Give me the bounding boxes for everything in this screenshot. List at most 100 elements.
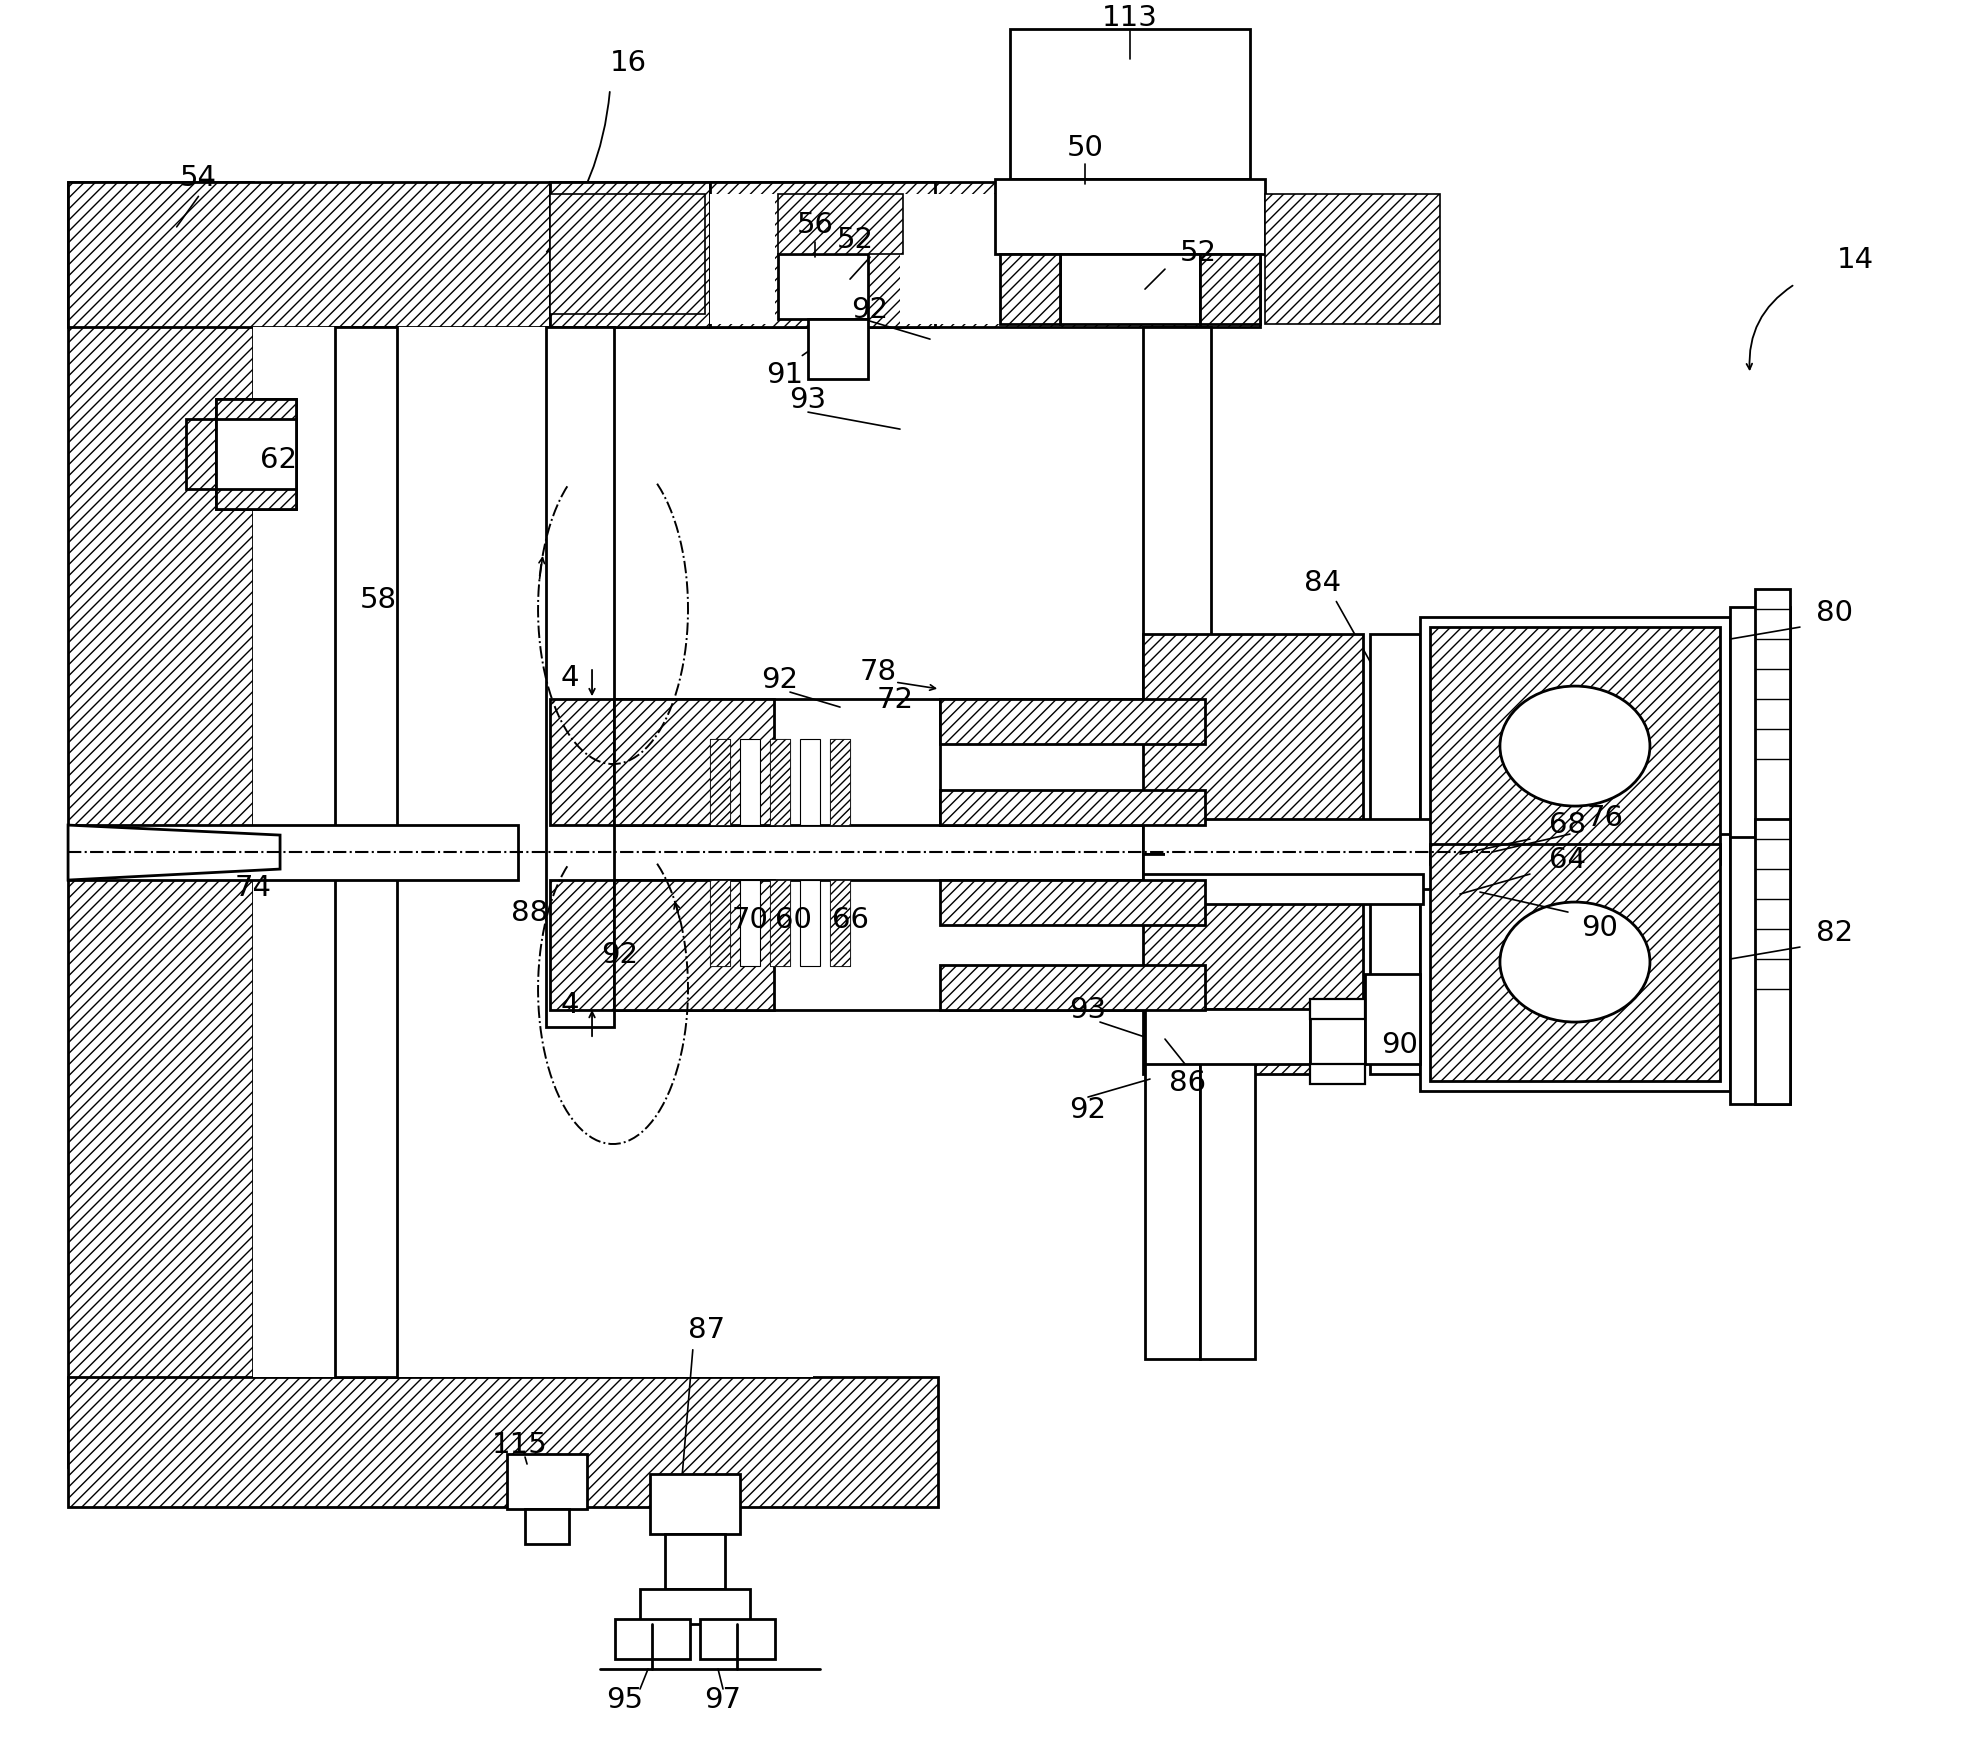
Bar <box>808 320 869 379</box>
Text: 78: 78 <box>859 657 896 685</box>
Bar <box>940 965 1206 1010</box>
Bar <box>335 329 398 1377</box>
Text: 14: 14 <box>1836 246 1873 274</box>
Text: 93: 93 <box>790 386 827 414</box>
Text: 92: 92 <box>762 666 798 694</box>
Text: 115: 115 <box>492 1430 548 1458</box>
Bar <box>1143 329 1212 837</box>
Bar <box>615 699 774 825</box>
Text: 52: 52 <box>837 225 873 253</box>
Bar <box>1730 837 1791 1105</box>
Bar <box>69 825 518 881</box>
Bar <box>1755 589 1791 874</box>
Bar <box>778 255 869 320</box>
Bar <box>770 881 790 967</box>
Bar <box>800 881 820 967</box>
Text: 60: 60 <box>774 905 812 933</box>
Bar <box>252 329 814 1377</box>
Bar <box>1265 196 1440 325</box>
Text: 93: 93 <box>1070 996 1107 1024</box>
Bar <box>1365 974 1420 1065</box>
Text: 92: 92 <box>601 940 638 968</box>
Bar <box>741 881 760 967</box>
Bar <box>1143 825 1493 881</box>
Bar <box>550 184 709 329</box>
Ellipse shape <box>1499 687 1651 806</box>
Text: 56: 56 <box>796 212 833 239</box>
Text: 84: 84 <box>1304 568 1342 596</box>
Bar <box>1143 855 1493 890</box>
Bar <box>1430 628 1720 865</box>
Bar <box>1730 608 1791 874</box>
Text: 91: 91 <box>766 360 804 388</box>
Bar <box>1143 874 1422 904</box>
Bar <box>550 881 705 1010</box>
Bar <box>709 184 936 329</box>
Text: 87: 87 <box>688 1314 725 1342</box>
Text: 62: 62 <box>260 446 297 474</box>
Text: 97: 97 <box>705 1685 741 1713</box>
Text: 64: 64 <box>1550 846 1586 874</box>
Bar <box>615 699 1139 825</box>
Bar <box>829 881 849 967</box>
Bar <box>1200 255 1261 325</box>
Bar <box>778 196 902 255</box>
Text: 90: 90 <box>1381 1031 1418 1059</box>
Bar <box>709 881 731 967</box>
Bar <box>1420 834 1730 1091</box>
Bar <box>615 881 1204 1010</box>
Bar <box>666 1535 725 1589</box>
Bar <box>709 739 731 825</box>
Text: 113: 113 <box>1101 3 1158 31</box>
Bar <box>770 739 790 825</box>
Bar <box>640 1589 751 1624</box>
Text: 66: 66 <box>831 905 869 933</box>
Text: 4: 4 <box>561 991 579 1019</box>
Text: 70: 70 <box>731 905 768 933</box>
Bar <box>1143 635 1363 855</box>
Bar <box>217 420 296 489</box>
Bar <box>217 400 296 510</box>
Text: 68: 68 <box>1548 811 1586 839</box>
Text: 74: 74 <box>234 874 272 902</box>
Text: 92: 92 <box>851 295 888 323</box>
Bar <box>709 196 774 325</box>
Bar <box>900 196 1060 325</box>
Bar <box>217 420 296 489</box>
Text: 80: 80 <box>1816 600 1854 628</box>
Bar <box>829 739 849 825</box>
Text: 86: 86 <box>1170 1068 1206 1096</box>
Text: 72: 72 <box>877 685 914 713</box>
Bar <box>550 699 705 825</box>
Bar <box>506 1454 587 1509</box>
Text: 52: 52 <box>1180 239 1217 267</box>
Bar <box>829 881 849 967</box>
Bar <box>650 1474 741 1535</box>
Text: 82: 82 <box>1816 918 1854 946</box>
Bar <box>217 400 296 510</box>
Bar <box>69 1377 938 1507</box>
Bar <box>1200 1010 1255 1360</box>
Text: 88: 88 <box>512 898 550 926</box>
Bar <box>940 881 1206 925</box>
Bar <box>940 790 1206 825</box>
Ellipse shape <box>1499 902 1651 1023</box>
Bar <box>1164 834 1470 871</box>
Bar <box>940 699 1206 825</box>
Bar <box>1011 30 1251 180</box>
Bar <box>770 881 790 967</box>
Bar <box>1430 844 1720 1082</box>
Bar <box>1369 855 1420 1075</box>
Bar <box>69 184 938 329</box>
Bar <box>709 881 731 967</box>
Bar <box>699 1619 774 1659</box>
Bar <box>1310 1010 1365 1065</box>
Bar <box>185 420 217 489</box>
Text: 50: 50 <box>1066 135 1103 163</box>
Bar <box>550 196 705 315</box>
Bar <box>550 184 1261 329</box>
Text: 16: 16 <box>609 49 646 77</box>
Bar <box>615 881 774 1010</box>
Bar <box>1310 1065 1365 1084</box>
Bar <box>829 739 849 825</box>
